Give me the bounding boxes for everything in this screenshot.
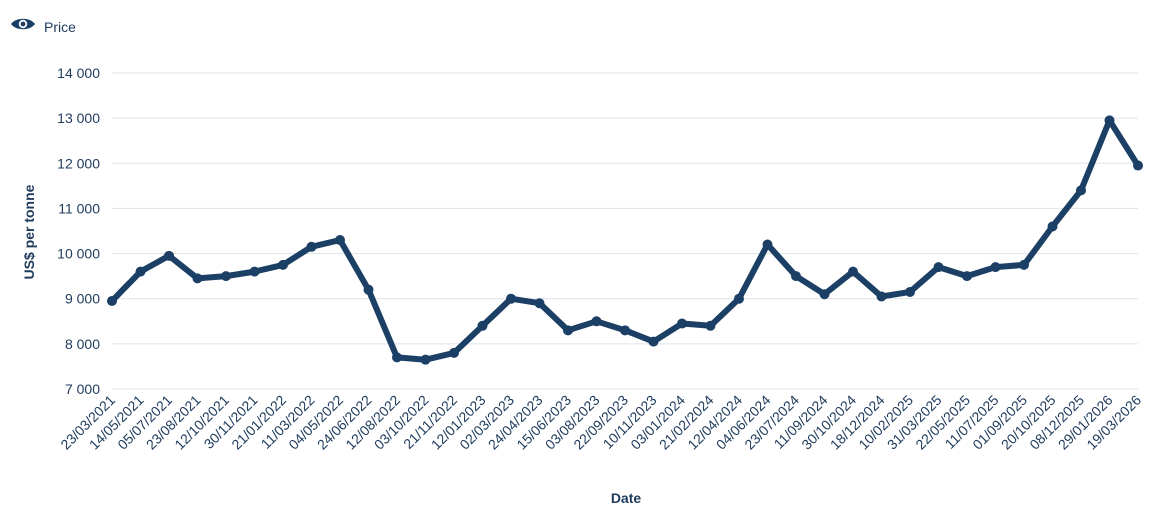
price-point[interactable] [791, 271, 801, 282]
price-point[interactable] [221, 271, 231, 282]
y-tick-label: 13 000 [57, 110, 100, 126]
price-point[interactable] [677, 318, 687, 329]
price-point[interactable] [392, 352, 402, 363]
price-point[interactable] [534, 298, 545, 309]
price-point[interactable] [563, 325, 573, 336]
y-tick-label: 10 000 [57, 246, 100, 262]
legend-item-price[interactable]: Price [10, 16, 76, 37]
x-axis-tick-labels: 23/03/202114/05/202105/07/202123/08/2021… [57, 392, 1144, 453]
price-series [107, 115, 1143, 365]
price-point[interactable] [1076, 185, 1086, 196]
price-point[interactable] [819, 289, 830, 300]
price-point[interactable] [905, 286, 915, 297]
price-point[interactable] [506, 293, 516, 304]
price-point[interactable] [278, 259, 288, 270]
price-point[interactable] [876, 291, 887, 302]
x-axis-title: Date [611, 490, 642, 506]
eye-icon [10, 16, 36, 37]
price-line [109, 117, 1141, 363]
price-point[interactable] [164, 250, 174, 261]
price-point[interactable] [1104, 115, 1115, 126]
price-point[interactable] [363, 284, 374, 295]
price-point[interactable] [620, 325, 630, 336]
price-point[interactable] [705, 320, 716, 331]
legend-label: Price [44, 18, 76, 35]
price-point[interactable] [1019, 259, 1029, 270]
price-point[interactable] [990, 262, 1001, 273]
grid-lines [112, 72, 1138, 390]
y-tick-label: 14 000 [57, 65, 100, 81]
price-point[interactable] [249, 266, 260, 277]
y-tick-label: 12 000 [57, 155, 100, 171]
price-point[interactable] [591, 316, 602, 327]
price-point[interactable] [135, 266, 146, 277]
price-point[interactable] [762, 239, 773, 250]
price-point[interactable] [962, 271, 972, 282]
price-point[interactable] [648, 336, 659, 347]
price-point[interactable] [306, 241, 317, 252]
price-point[interactable] [449, 347, 459, 358]
y-tick-label: 9 000 [65, 291, 100, 307]
price-point[interactable] [1047, 221, 1058, 232]
y-tick-label: 8 000 [65, 336, 100, 352]
price-point[interactable] [848, 266, 858, 277]
price-point[interactable] [107, 295, 117, 306]
y-tick-label: 7 000 [65, 381, 100, 397]
price-point[interactable] [933, 262, 944, 273]
price-point[interactable] [477, 320, 488, 331]
y-axis-title: US$ per tonne [21, 184, 37, 279]
price-point[interactable] [192, 273, 203, 284]
price-point[interactable] [734, 293, 744, 304]
price-point[interactable] [335, 235, 345, 246]
price-point[interactable] [1133, 160, 1143, 171]
price-point[interactable] [420, 354, 431, 365]
y-axis-tick-labels: 7 000 8 000 9 000 10 000 11 000 12 000 13 000 1… [57, 65, 100, 397]
y-tick-label: 11 000 [58, 200, 100, 216]
